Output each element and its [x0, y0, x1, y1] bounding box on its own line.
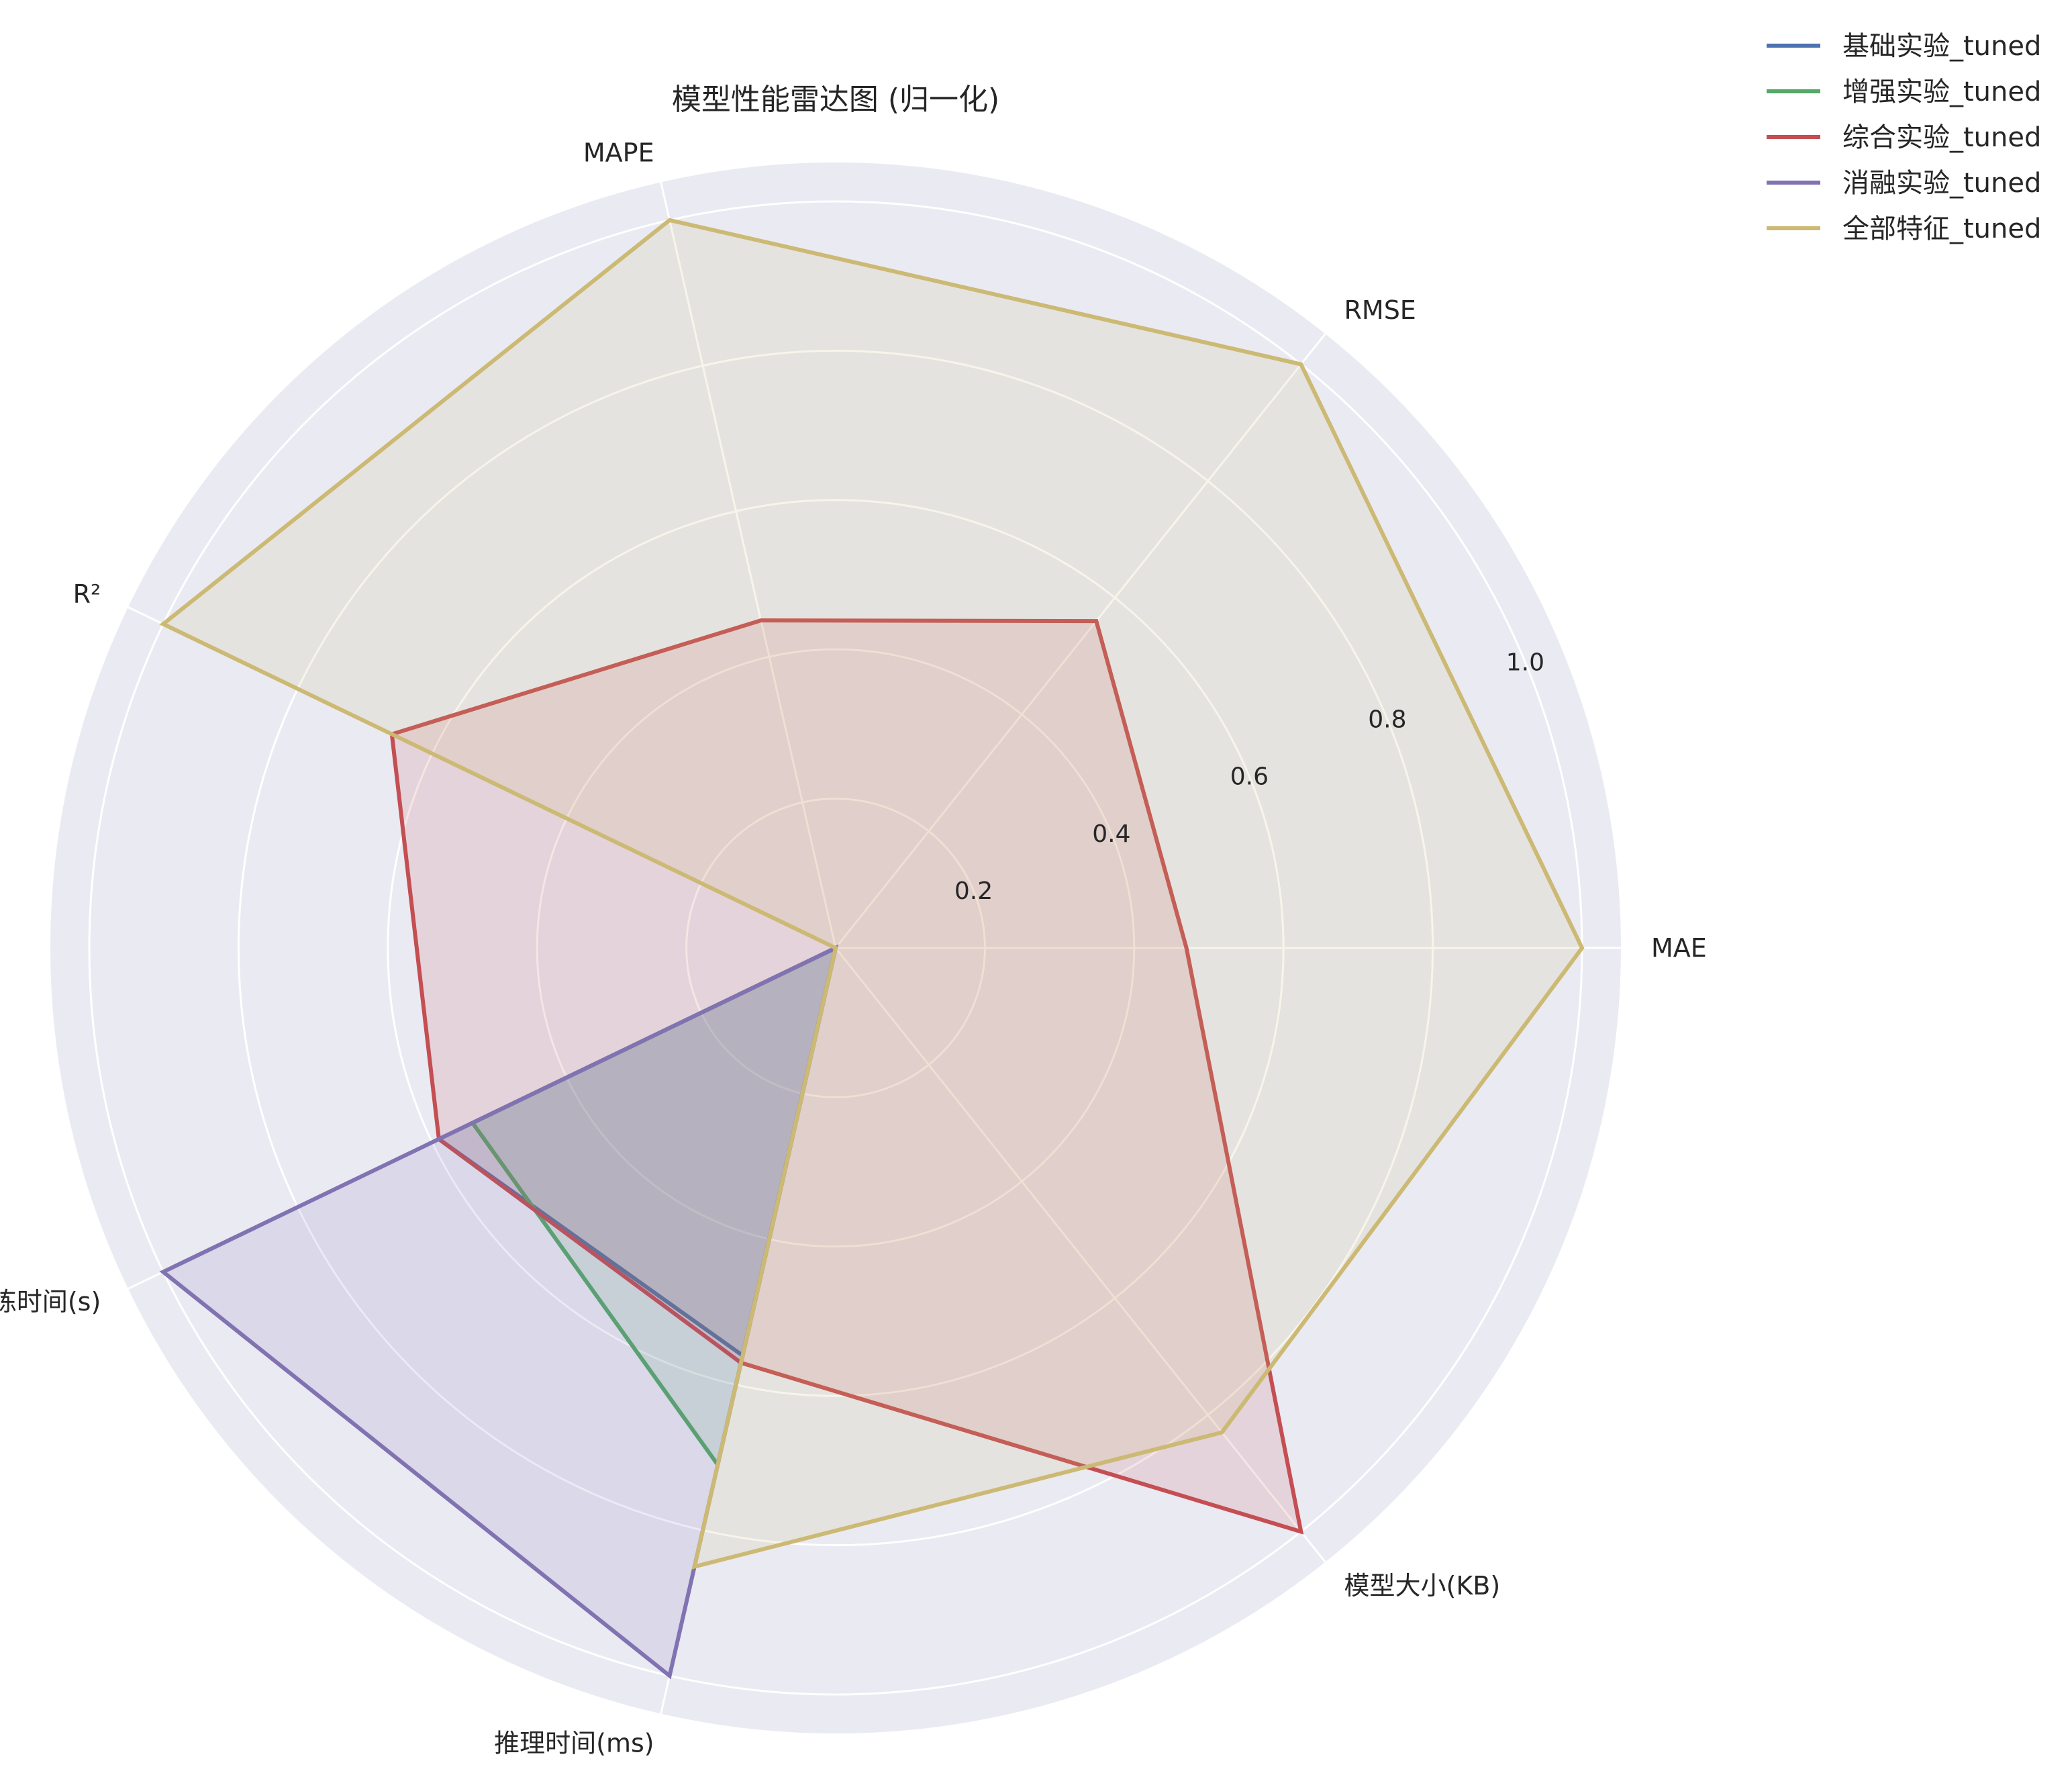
legend: 基础实验_tuned 增强实验_tuned 综合实验_tuned 消融实验_tuned… — [1767, 31, 2041, 244]
radar-tick-labels: 0.2 0.4 0.6 0.8 1.0 — [954, 649, 1544, 905]
radial-tick-label: 0.2 — [954, 877, 993, 905]
series-polygon-2 — [389, 618, 1304, 1535]
radial-tick-label: 1.0 — [1506, 649, 1544, 677]
axis-label: 推理时间(ms) — [494, 1729, 654, 1758]
grid-spoke — [834, 333, 1326, 949]
axis-label: 模型大小(KB) — [1344, 1571, 1501, 1601]
axis-label: 训练时间(s) — [0, 1287, 101, 1317]
legend-label: 增强实验_tuned — [1842, 77, 2041, 107]
radar-series-group — [159, 218, 1585, 1680]
chart-title: 模型性能雷达图 (归一化) — [672, 83, 999, 117]
radar-axis-labels: MAE RMSE MAPE R² 训练时间(s) 推理时间(ms) 模型大小(KB) — [0, 138, 1707, 1758]
axis-label: R² — [73, 579, 101, 609]
legend-label: 综合实验_tuned — [1842, 122, 2041, 153]
legend-label: 全部特征_tuned — [1842, 213, 2041, 244]
radial-tick-label: 0.4 — [1092, 820, 1130, 848]
axis-label: MAPE — [583, 138, 654, 168]
axis-label: MAE — [1651, 933, 1707, 963]
grid-spoke — [660, 182, 837, 949]
legend-label: 消融实验_tuned — [1842, 168, 2041, 199]
axis-label: RMSE — [1344, 295, 1416, 325]
radial-tick-label: 0.8 — [1368, 706, 1406, 734]
grid-spoke — [834, 947, 1326, 1563]
radial-tick-label: 0.6 — [1230, 763, 1269, 791]
legend-label: 基础实验_tuned — [1842, 31, 2041, 62]
series-polygon-4 — [159, 218, 1585, 1570]
